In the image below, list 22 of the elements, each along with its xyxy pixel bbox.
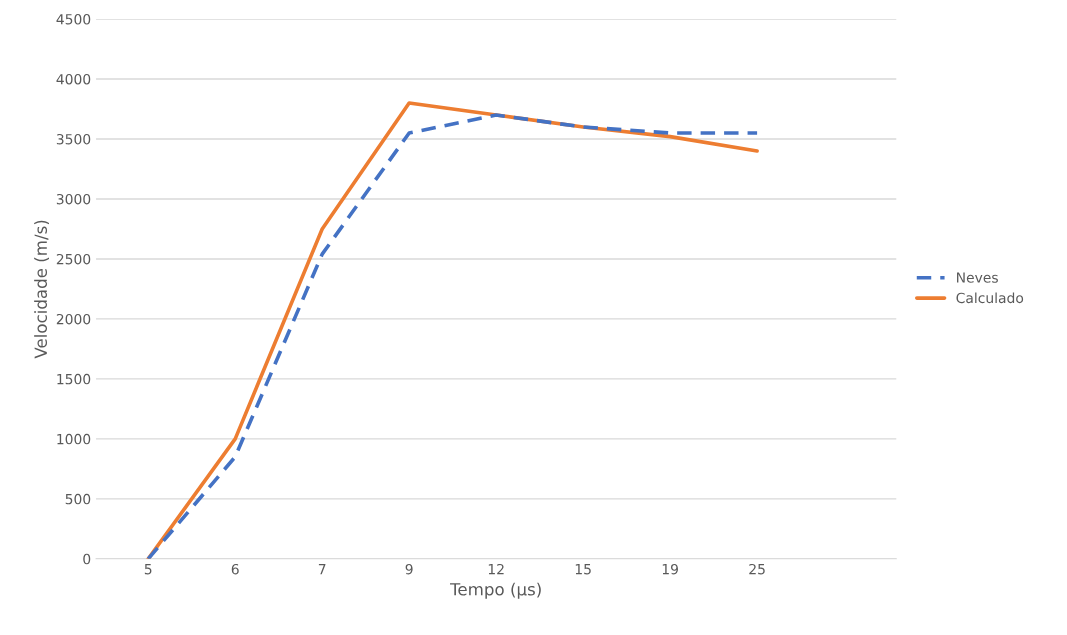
y-tick-label: 500 <box>65 493 91 505</box>
x-tick-label: 6 <box>231 563 239 575</box>
x-tick-label: 7 <box>318 564 326 575</box>
y-tick-label: 2500 <box>56 253 91 265</box>
x-tick-label: 25 <box>749 563 765 575</box>
y-tick-label: 1000 <box>57 433 91 445</box>
x-tick-label: 15 <box>575 564 591 575</box>
y-tick-label: 3000 <box>56 193 91 205</box>
y-tick-label: 3500 <box>56 133 91 145</box>
y-tick-label: 2000 <box>56 313 91 325</box>
y-axis-title: Velocidade (m/s) <box>34 220 49 359</box>
legend-label: Calculado <box>956 292 1024 304</box>
y-tick-label: 0 <box>83 553 91 565</box>
x-tick-label: 9 <box>405 563 413 575</box>
x-tick-label: 19 <box>662 563 678 575</box>
legend-label: Neves <box>957 272 998 283</box>
y-tick-label: 4000 <box>56 73 91 85</box>
y-tick-label: 1500 <box>57 373 91 385</box>
x-tick-label: 5 <box>144 564 152 575</box>
x-axis-title: Tempo (µs) <box>450 582 541 599</box>
y-tick-label: 4500 <box>56 14 91 25</box>
x-tick-label: 12 <box>488 563 504 575</box>
